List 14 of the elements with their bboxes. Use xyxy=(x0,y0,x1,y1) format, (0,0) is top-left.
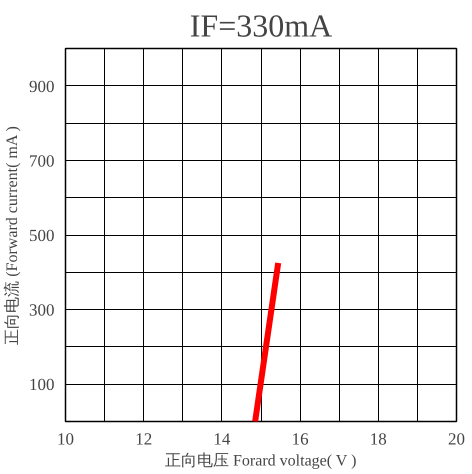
y-tick-label: 100 xyxy=(29,375,54,394)
y-tick-label: 700 xyxy=(29,151,54,170)
y-tick-label: 300 xyxy=(29,300,54,320)
y-tick-label: 500 xyxy=(29,226,54,245)
x-tick-label: 20 xyxy=(448,430,465,448)
y-axis-title: 正向电流 (Forward current( mA ) xyxy=(3,126,21,345)
x-tick-label: 18 xyxy=(370,430,387,448)
x-axis-title: 正向电压 Forard voltage( V ) xyxy=(165,452,356,470)
chart-title: IF=330mA xyxy=(190,8,332,44)
y-tick-label: 900 xyxy=(29,76,54,96)
x-tick-label: 14 xyxy=(213,430,231,448)
x-tick-label: 10 xyxy=(57,430,74,448)
x-tick-label: 16 xyxy=(292,430,309,448)
x-tick-label: 12 xyxy=(135,430,152,448)
